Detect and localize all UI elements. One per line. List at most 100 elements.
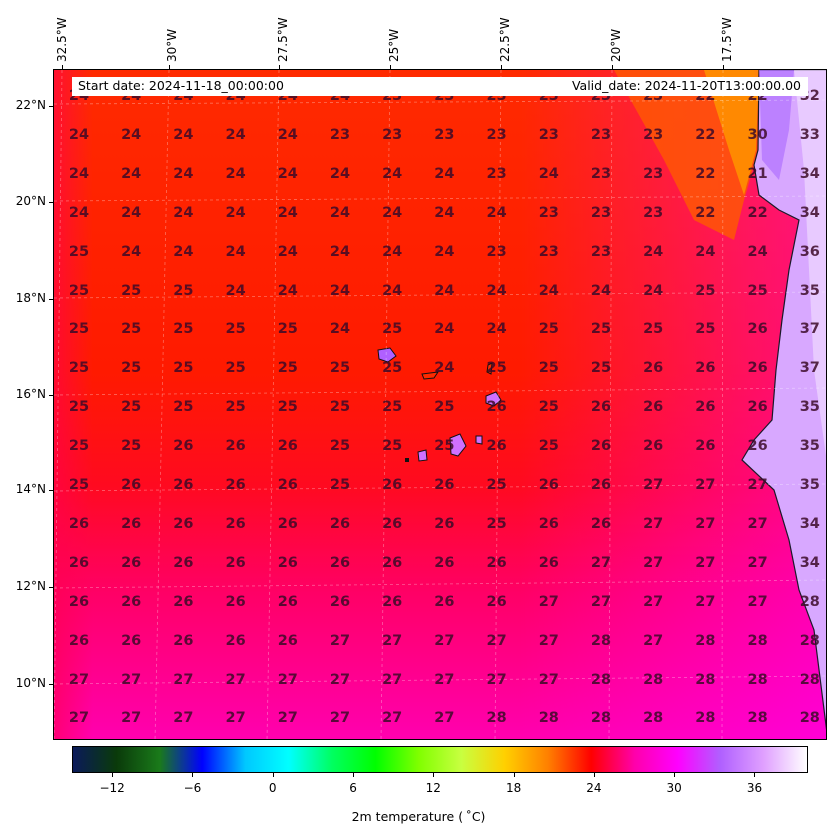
grid-value: 28: [747, 710, 768, 727]
grid-value: 24: [121, 243, 142, 260]
lat-label-12n: 12°N: [15, 579, 46, 593]
grid-value: 26: [277, 593, 298, 610]
grid-value: 26: [434, 477, 455, 493]
grid-value: 28: [747, 671, 768, 688]
colorbar-tick-mark: [353, 773, 355, 777]
grid-value: 27: [173, 710, 194, 727]
grid-value: 25: [121, 321, 142, 338]
grid-value: 24: [68, 126, 90, 143]
grid-value: 34: [799, 554, 820, 571]
grid-value: 28: [747, 632, 768, 649]
grid-value: 25: [643, 321, 664, 338]
grid-value: 26: [225, 632, 246, 649]
grid-value: 26: [225, 554, 246, 571]
grid-value: 25: [277, 360, 298, 377]
grid-value: 27: [382, 632, 403, 649]
grid-value: 25: [121, 360, 142, 377]
colorbar-tick-mark: [593, 773, 595, 777]
orange-band-core: [704, 70, 759, 195]
grid-value: 28: [799, 632, 820, 649]
grid-value: 37: [799, 360, 820, 377]
grid-value: 30: [747, 126, 768, 143]
grid-value: 24: [695, 243, 716, 260]
grid-value: 24: [277, 282, 298, 299]
map-panel[interactable]: 24 24 24 24 24 24 23 23 23 23 23 23 22 22 32 24 24 24 24 24…: [53, 69, 827, 740]
grid-value: 26: [329, 515, 351, 532]
grid-value: 35: [799, 399, 820, 416]
grid-value: 26: [695, 360, 716, 377]
grid-value: 27: [225, 710, 246, 727]
grid-value: 24: [434, 360, 455, 377]
grid-value: 28: [799, 671, 820, 688]
grid-value: 26: [173, 593, 194, 610]
grid-value: 25: [173, 360, 194, 377]
island-santo-antao: [377, 347, 397, 363]
grid-value: 25: [329, 399, 351, 416]
grid-value: 27: [643, 632, 664, 649]
grid-value: 26: [121, 593, 142, 610]
grid-value: 26: [277, 632, 298, 649]
grid-value: 26: [382, 554, 403, 571]
grid-value: 24: [173, 204, 194, 221]
lat-label-10n: 10°N: [15, 676, 46, 690]
grid-value: 28: [590, 671, 612, 688]
grid-value: 25: [486, 515, 507, 532]
graticule-17-5w: [721, 70, 724, 739]
grid-value: 23: [590, 126, 612, 143]
grid-value: 37: [799, 321, 820, 338]
grid-value: 26: [590, 399, 612, 416]
grid-value: 27: [329, 671, 351, 688]
graticule-22-5w: [494, 70, 502, 739]
grid-value: 24: [434, 243, 455, 260]
grid-value: 26: [747, 399, 768, 416]
grid-value: 26: [538, 554, 559, 571]
grid-value: 22: [695, 126, 716, 143]
lon-label-32-5w: 32.5°W: [55, 17, 69, 62]
grid-value: 27: [747, 477, 768, 493]
grid-value: 24: [225, 243, 246, 260]
island-santiago: [449, 433, 467, 457]
grid-value: 24: [277, 165, 298, 182]
colorbar-tick-label: 36: [746, 781, 763, 795]
grid-value: 24: [121, 165, 142, 182]
grid-value: 25: [225, 399, 246, 416]
grid-value: 21: [747, 165, 768, 182]
colorbar-tick-mark: [513, 773, 515, 777]
colorbar-tick-label: −12: [99, 781, 125, 795]
colorbar-tick-mark: [112, 773, 114, 777]
grid-value: 28: [538, 710, 559, 727]
graticule-25w: [380, 70, 391, 739]
grid-value: 28: [643, 671, 664, 688]
grid-value: 23: [486, 243, 507, 260]
grid-value: 25: [277, 399, 298, 416]
grid-value: 26: [538, 477, 559, 493]
grid-value: 25: [486, 477, 507, 493]
africa-coast-strip: [759, 70, 794, 180]
grid-value: 24: [747, 243, 768, 260]
grid-value: 27: [590, 593, 612, 610]
grid-value: 28: [590, 632, 612, 649]
grid-value: 25: [329, 438, 351, 455]
grid-value: 27: [695, 593, 716, 610]
grid-value: 27: [68, 710, 90, 727]
grid-value: 25: [486, 360, 507, 377]
grid-value: 26: [382, 593, 403, 610]
grid-value: 26: [68, 593, 90, 610]
grid-value: 27: [277, 710, 298, 727]
grid-value: 26: [68, 554, 90, 571]
grid-value: 25: [538, 321, 559, 338]
grid-value: 24: [68, 204, 90, 221]
lon-label-17-5w: 17.5°W: [720, 17, 734, 62]
grid-value: 24: [434, 165, 455, 182]
start-date-label: Start date: 2024-11-18_00:00:00: [78, 78, 284, 93]
lon-tick-mark: [390, 65, 391, 69]
grid-value: 24: [329, 243, 351, 260]
grid-value: 26: [695, 438, 716, 455]
grid-value: 26: [434, 515, 455, 532]
colorbar-tick-label: 6: [349, 781, 357, 795]
grid-value: 24: [643, 243, 664, 260]
grid-value: 26: [486, 438, 507, 455]
grid-value: 25: [382, 399, 403, 416]
grid-value: 25: [590, 360, 612, 377]
grid-value: 27: [121, 671, 142, 688]
